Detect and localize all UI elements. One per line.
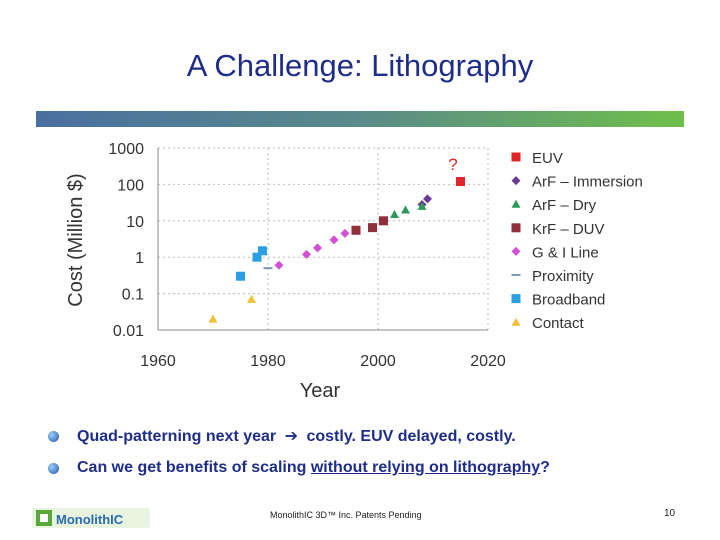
legend-label-contact: Contact [532, 315, 585, 332]
data-point-contact [247, 294, 256, 303]
data-point-g-i-line [340, 228, 350, 238]
y-tick-label: 0.01 [113, 323, 144, 340]
data-point-broadband [252, 252, 262, 262]
bullet-icon [48, 430, 59, 442]
legend-marker-g-i-line [511, 246, 521, 256]
bullet-item: Quad-patterning next year ➔ costly. EUV … [48, 420, 688, 452]
legend-marker-krf-duv [511, 223, 521, 233]
legend-marker-arf-dry [511, 199, 521, 208]
y-tick-label: 100 [117, 177, 144, 194]
legend-marker-contact [511, 317, 521, 326]
footer-text: MonolithIC 3D™ Inc. Patents Pending [270, 510, 422, 520]
monolithic-logo: MonolithIC [32, 508, 150, 528]
y-tick-label: 0.1 [122, 287, 144, 304]
legend-label-proximity: Proximity [532, 268, 594, 285]
legend-label-krf-duv: KrF – DUV [532, 221, 605, 238]
data-point-broadband [236, 271, 245, 281]
legend-label-arf-immersion: ArF – Immersion [532, 174, 643, 191]
y-tick-label: 1 [135, 250, 144, 267]
bullet-text-part: ? [540, 459, 550, 476]
bullet-text-part: costly. EUV delayed, costly. [306, 428, 516, 445]
data-point-g-i-line [313, 243, 322, 253]
bullet-text: Can we get benefits of scaling without r… [77, 459, 550, 477]
data-point-krf-duv [368, 223, 377, 233]
data-point-arf-dry [417, 201, 427, 210]
page-number: 10 [664, 508, 676, 519]
y-tick-label: 1000 [108, 141, 144, 158]
data-point-arf-immersion [423, 194, 432, 204]
cost-chart: 0.01 0.1 1 10 100 1000 1960 1980 2000 2020 Cost (… [65, 141, 643, 402]
title-gradient-bar [36, 111, 684, 127]
data-point-krf-duv [379, 216, 388, 226]
bullet-text: Quad-patterning next year ➔ costly. EUV … [77, 426, 516, 446]
question-mark-annotation: ? [448, 155, 457, 174]
y-axis-label: Cost (Million $) [65, 173, 87, 306]
bullet-text-part: Can we get benefits of scaling [77, 459, 311, 476]
arrow-icon: ➔ [284, 428, 299, 445]
data-points [208, 177, 465, 323]
data-point-contact [208, 314, 218, 323]
data-point-broadband [258, 246, 267, 256]
data-point-arf-dry [401, 205, 410, 214]
legend-label-broadband: Broadband [532, 292, 605, 309]
legend-label-euv: EUV [532, 150, 563, 167]
legend-label-arf-dry: ArF – Dry [532, 197, 597, 214]
data-point-g-i-line [274, 260, 284, 270]
chart-grid [158, 147, 489, 330]
chart-axes: 0.01 0.1 1 10 100 1000 1960 1980 2000 2020 [108, 141, 505, 370]
data-point-arf-dry [390, 209, 399, 218]
bullet-item: Can we get benefits of scaling without r… [48, 452, 688, 484]
x-axis-label: Year [300, 380, 341, 402]
legend-label-g-i-line: G & I Line [532, 244, 599, 261]
x-tick-label: 2020 [470, 353, 506, 370]
y-tick-label: 10 [126, 214, 144, 231]
x-tick-label: 2000 [360, 353, 396, 370]
data-point-g-i-line [302, 249, 311, 259]
chart-legend: EUV ArF – Immersion ArF – Dry KrF – DUV G & … [511, 150, 643, 332]
logo-text: MonolithIC [56, 512, 124, 527]
x-tick-label: 1960 [140, 353, 176, 370]
data-point-euv [456, 177, 465, 187]
bullet-list: Quad-patterning next year ➔ costly. EUV … [48, 420, 688, 484]
legend-marker-arf-immersion [511, 176, 521, 186]
data-point-krf-duv [351, 225, 361, 235]
slide-title: A Challenge: Lithography [186, 48, 534, 83]
x-tick-label: 1980 [250, 353, 286, 370]
bullet-underlined-text: without relying on lithography [310, 459, 541, 476]
data-point-g-i-line [329, 235, 339, 245]
bullet-icon [48, 462, 59, 474]
legend-marker-euv [511, 152, 521, 162]
legend-marker-broadband [511, 294, 521, 304]
bullet-text-part: Quad-patterning next year [77, 428, 277, 445]
